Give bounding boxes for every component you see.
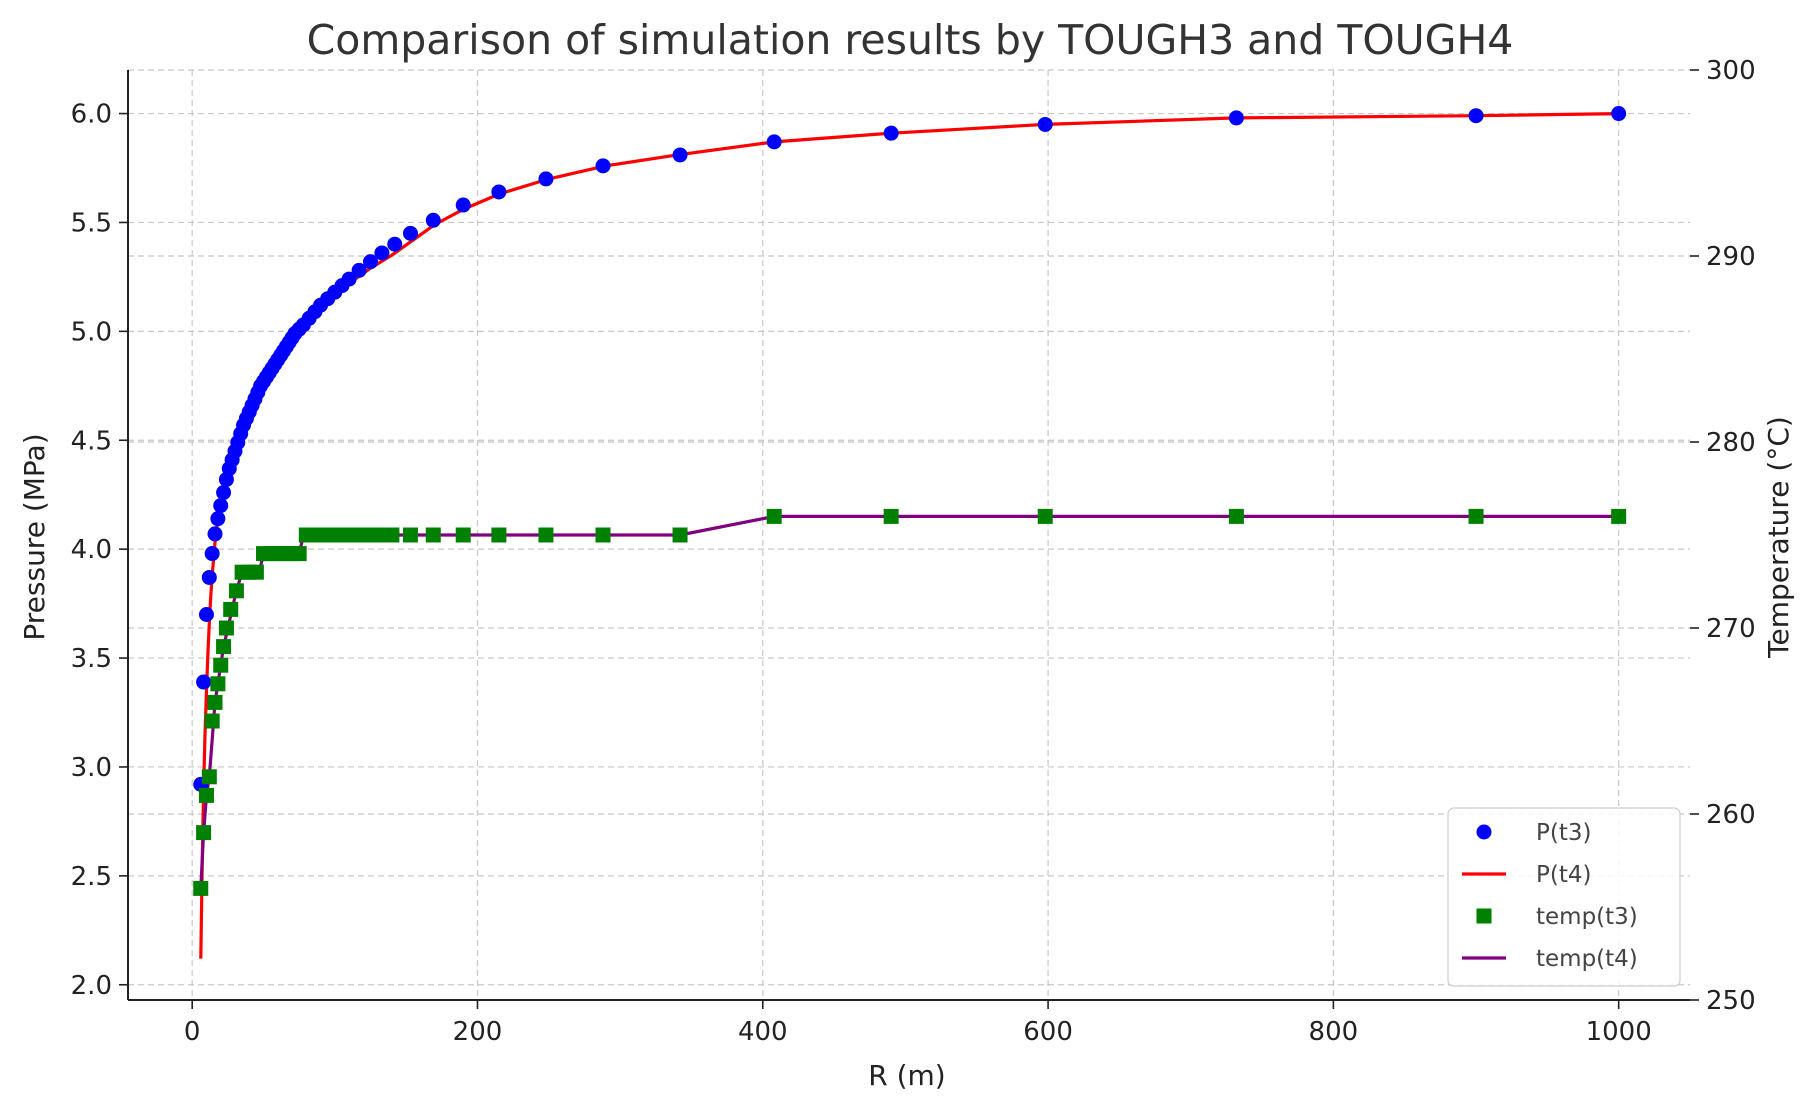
p-t3-point — [341, 271, 357, 287]
axes: 0 200 400 600 800 1000 2.0 2.5 3.0 3.5 4.0 4.5 5.0 5.… — [71, 56, 1756, 1047]
legend-box — [1447, 807, 1681, 987]
chart-title: Comparison of simulation results by TOUG… — [307, 16, 1514, 64]
y-tick-label: 6.0 — [71, 100, 112, 130]
x-tick-label: 400 — [738, 1017, 788, 1047]
temp-t3-point — [766, 508, 782, 524]
temp-t3-point — [384, 527, 400, 543]
temp-t3-point — [210, 676, 226, 692]
p-t3-point — [216, 485, 232, 501]
y2-tick-label: 250 — [1706, 986, 1756, 1016]
y2-tick-label: 290 — [1706, 242, 1756, 272]
legend-swatch-p-t3 — [1476, 824, 1492, 840]
temp-t3-point — [201, 769, 217, 785]
legend: P(t3) P(t4) temp(t3) temp(t4) — [1447, 807, 1681, 987]
temp-t3-point — [218, 620, 234, 636]
legend-swatch-temp-t3 — [1476, 908, 1492, 924]
temp-t3-point — [207, 694, 223, 710]
temp-t3-point — [228, 583, 244, 599]
temp-t3-point — [672, 527, 688, 543]
p-t3-point — [883, 125, 899, 141]
p-t3-point — [1037, 116, 1053, 132]
y2-tick-label: 270 — [1706, 614, 1756, 644]
temp-t3-point — [248, 564, 264, 580]
x-tick-label: 1000 — [1586, 1017, 1652, 1047]
temp-t3-point — [223, 601, 239, 617]
y-tick-label: 3.0 — [71, 753, 112, 783]
y-tick-label: 2.0 — [71, 971, 112, 1001]
x-tick-label: 800 — [1309, 1017, 1359, 1047]
p-t3-point — [201, 569, 217, 585]
p-t3-point — [595, 158, 611, 174]
x-tick-label: 0 — [184, 1017, 201, 1047]
legend-label-p-t3: P(t3) — [1536, 820, 1591, 846]
y-tick-label: 5.0 — [71, 317, 112, 347]
temp-t3-point — [198, 787, 214, 803]
p-t3-point — [1468, 108, 1484, 124]
temp-t3-point — [1468, 508, 1484, 524]
temp-t3-point — [213, 657, 229, 673]
y-tick-label: 2.5 — [71, 862, 112, 892]
x-tick-label: 600 — [1023, 1017, 1073, 1047]
x-axis-title: R (m) — [868, 1059, 945, 1092]
p-t3-point — [374, 245, 390, 261]
p-t3-point — [213, 498, 229, 514]
temp-t3-point — [1228, 508, 1244, 524]
temp-t3-point — [1611, 508, 1627, 524]
temp-t3-point — [491, 527, 507, 543]
temp-t3-point — [538, 527, 554, 543]
p-t3-point — [766, 134, 782, 150]
y-tick-label: 5.5 — [71, 208, 112, 238]
temp-t3-point — [883, 508, 899, 524]
y2-tick-label: 280 — [1706, 428, 1756, 458]
y2-tick-label: 260 — [1706, 800, 1756, 830]
legend-label-temp-t3: temp(t3) — [1536, 904, 1638, 930]
p-t3-point — [1228, 110, 1244, 126]
temp-t3-point — [595, 527, 611, 543]
p-t3-point — [204, 546, 220, 562]
p-t3-point — [207, 526, 223, 542]
temp-t3-point — [425, 527, 441, 543]
p-t3-point — [363, 254, 379, 270]
y2-tick-label: 300 — [1706, 56, 1756, 86]
x-tick-label: 200 — [453, 1017, 503, 1047]
p-t3-point — [672, 147, 688, 163]
p-t3-point — [196, 674, 212, 690]
y2-axis-title: Temperature (°C) — [1762, 416, 1795, 659]
p-t3-point — [387, 236, 403, 252]
temp-t3-point — [196, 825, 212, 841]
legend-label-temp-t4: temp(t4) — [1536, 946, 1638, 972]
p-t3-point — [1611, 106, 1627, 122]
temp-t3-point — [291, 546, 307, 562]
p-t3-point — [198, 606, 214, 622]
p-t3-point — [491, 184, 507, 200]
p-t3-point — [351, 262, 367, 278]
y-tick-label: 4.0 — [71, 535, 112, 565]
temp-t3-point — [455, 527, 471, 543]
p-t3-point — [455, 197, 471, 213]
p-t3-point — [425, 212, 441, 228]
y-tick-label: 4.5 — [71, 426, 112, 456]
p-t3-point — [402, 225, 418, 241]
p-t3-point — [538, 171, 554, 187]
y-axis-title: Pressure (MPa) — [18, 433, 51, 640]
temp-t3-point — [402, 527, 418, 543]
temp-t3-point — [193, 880, 209, 896]
temp-t3-point — [204, 713, 220, 729]
temp-t3-point — [216, 639, 232, 655]
p-t3-point — [210, 511, 226, 527]
y-tick-label: 3.5 — [71, 644, 112, 674]
series-layer — [193, 106, 1627, 959]
grid — [128, 69, 1690, 1001]
temp-t3-point — [1037, 508, 1053, 524]
legend-label-p-t4: P(t4) — [1536, 862, 1591, 888]
